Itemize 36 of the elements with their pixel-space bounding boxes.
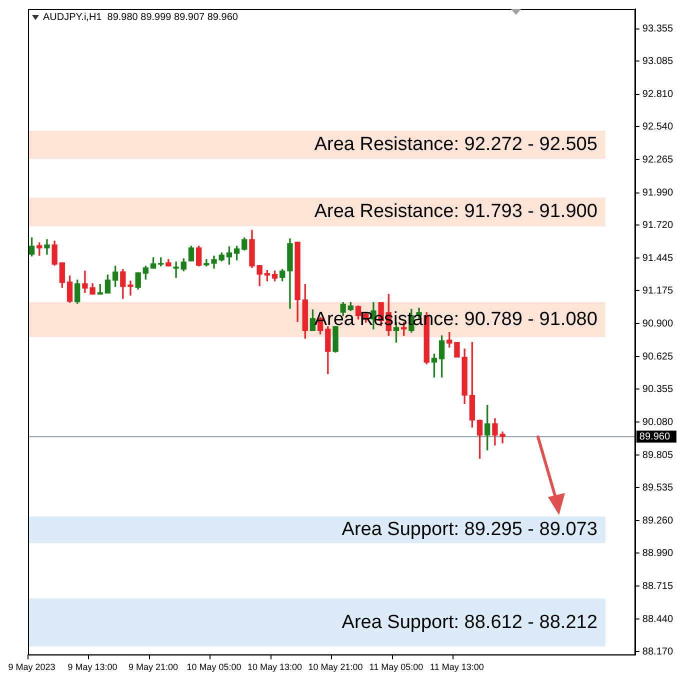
y-tick-label: 91.445 xyxy=(642,252,674,264)
x-tick-label: 10 May 05:00 xyxy=(186,662,242,672)
y-tick-label: 89.535 xyxy=(642,482,674,494)
band-label: Area Resistance: 91.793 - 91.900 xyxy=(314,201,598,222)
band-label: Area Support: 89.295 - 89.073 xyxy=(342,519,598,540)
y-tick-label: 91.990 xyxy=(642,188,674,199)
x-tick-label: 9 May 2023 xyxy=(8,662,56,672)
y-tick-label: 91.720 xyxy=(642,220,674,231)
x-tick-label: 11 May 05:00 xyxy=(369,662,424,672)
y-tick-label: 93.355 xyxy=(642,24,674,35)
x-tick-label: 10 May 21:00 xyxy=(308,662,363,672)
y-tick-label: 89.260 xyxy=(642,515,674,526)
x-tick-label: 9 May 21:00 xyxy=(128,662,178,672)
candlestick xyxy=(173,262,179,278)
y-tick-label: 92.810 xyxy=(642,89,674,100)
y-tick-label: 90.625 xyxy=(642,351,674,362)
x-tick-label: 9 May 13:00 xyxy=(68,662,118,672)
y-tick-label: 88.440 xyxy=(642,614,674,625)
candlestick xyxy=(128,280,134,296)
y-tick-label: 89.805 xyxy=(642,450,674,461)
band-label: Area Support: 88.612 - 88.212 xyxy=(342,612,598,633)
y-tick-label: 90.355 xyxy=(642,384,674,395)
x-tick-label: 11 May 13:00 xyxy=(430,662,484,672)
x-tick-label: 10 May 13:00 xyxy=(247,662,302,672)
y-tick-label: 93.085 xyxy=(642,56,674,67)
y-tick-label: 92.265 xyxy=(642,154,674,166)
ref-line-label: 89.960 xyxy=(639,431,670,442)
y-tick-label: 92.540 xyxy=(642,121,674,132)
chart-title: AUDJPY.i,H1 89.980 89.999 89.907 89.960 xyxy=(43,12,238,23)
band-label: Area Resistance: 92.272 - 92.505 xyxy=(314,134,598,156)
y-tick-label: 88.170 xyxy=(642,646,674,658)
y-tick-label: 88.715 xyxy=(642,580,674,592)
y-tick-label: 90.900 xyxy=(642,318,674,330)
y-tick-label: 90.080 xyxy=(642,416,674,428)
y-tick-label: 91.175 xyxy=(642,285,674,296)
y-tick-label: 88.990 xyxy=(642,548,674,559)
